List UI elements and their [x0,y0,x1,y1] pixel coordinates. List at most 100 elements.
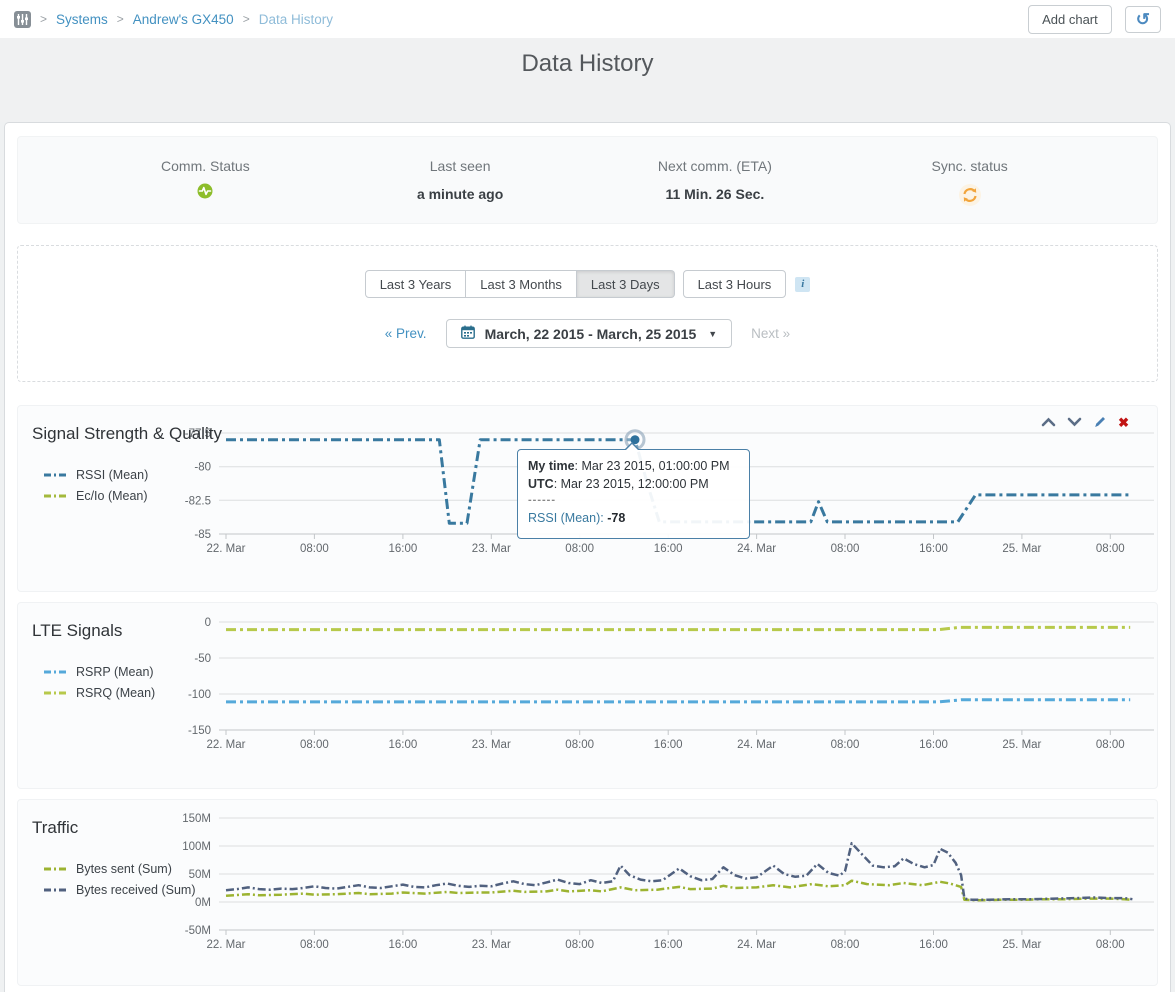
tab-last-3-years[interactable]: Last 3 Years [365,270,467,298]
tooltip-separator: ------ [528,493,739,509]
status-label: Last seen [333,158,588,174]
svg-text:-80: -80 [194,462,211,474]
chart-legend: RSSI (Mean) Ec/Io (Mean) [44,461,148,510]
info-icon[interactable]: i [795,277,810,292]
status-sync: Sync. status [842,137,1097,223]
svg-text:25. Mar: 25. Mar [1002,939,1041,951]
time-range-zone: Last 3 Years Last 3 Months Last 3 Days L… [17,245,1158,382]
svg-text:-100: -100 [188,689,211,701]
svg-text:08:00: 08:00 [565,543,594,555]
breadcrumb-systems[interactable]: Systems [56,12,108,27]
svg-text:23. Mar: 23. Mar [472,543,511,555]
status-value: 11 Min. 26 Sec. [588,186,843,202]
svg-text:24. Mar: 24. Mar [737,739,776,751]
status-value: a minute ago [333,186,588,202]
legend-item[interactable]: Ec/Io (Mean) [44,489,148,503]
date-range-label: March, 22 2015 - March, 25 2015 [485,326,697,342]
svg-text:22. Mar: 22. Mar [207,543,246,555]
status-last-seen: Last seen a minute ago [333,137,588,223]
status-comm: Comm. Status [78,137,333,223]
legend-item[interactable]: RSRP (Mean) [44,665,155,679]
svg-text:150M: 150M [182,813,211,825]
svg-text:08:00: 08:00 [565,939,594,951]
svg-text:24. Mar: 24. Mar [737,543,776,555]
calendar-icon [461,325,475,342]
next-link[interactable]: Next » [751,326,790,341]
svg-text:16:00: 16:00 [919,543,948,555]
legend-item[interactable]: Bytes received (Sum) [44,883,195,897]
legend-label: RSSI (Mean) [76,468,148,482]
svg-text:24. Mar: 24. Mar [737,939,776,951]
status-label: Next comm. (ETA) [588,158,843,174]
svg-text:08:00: 08:00 [1096,739,1125,751]
svg-text:08:00: 08:00 [300,739,329,751]
svg-text:100M: 100M [182,841,211,853]
svg-text:16:00: 16:00 [654,543,683,555]
undo-icon: ↺ [1136,10,1150,29]
chart-lte-signals: 0-50-100-15022. Mar08:0016:0023. Mar08:0… [17,602,1158,789]
move-chart-up-button[interactable] [1041,417,1056,427]
legend-item[interactable]: Bytes sent (Sum) [44,862,195,876]
svg-text:16:00: 16:00 [389,543,418,555]
chart-tooltip: My time: Mar 23 2015, 01:00:00 PM UTC: M… [517,449,750,539]
svg-text:-150: -150 [188,725,211,737]
svg-text:08:00: 08:00 [831,939,860,951]
svg-text:08:00: 08:00 [300,543,329,555]
legend-label: RSRP (Mean) [76,665,154,679]
header-band: Data History [0,38,1175,122]
breadcrumb-separator: > [40,12,47,26]
svg-text:16:00: 16:00 [654,939,683,951]
svg-text:0M: 0M [195,897,211,909]
delete-chart-button[interactable]: ✖ [1118,416,1129,429]
breadcrumb-current: Data History [259,12,333,27]
tab-last-3-months[interactable]: Last 3 Months [466,270,577,298]
edit-chart-button[interactable] [1093,415,1107,429]
svg-text:-82.5: -82.5 [185,495,211,507]
chart-title: LTE Signals [32,621,122,641]
svg-text:23. Mar: 23. Mar [472,739,511,751]
tooltip-utc-label: UTC [528,477,554,491]
sync-icon [958,183,982,212]
chart-title: Traffic [32,818,78,838]
svg-text:16:00: 16:00 [654,739,683,751]
chart-legend: RSRP (Mean) RSRQ (Mean) [44,658,155,707]
legend-item[interactable]: RSRQ (Mean) [44,686,155,700]
tab-last-3-days[interactable]: Last 3 Days [577,270,675,298]
svg-text:16:00: 16:00 [389,939,418,951]
legend-item[interactable]: RSSI (Mean) [44,468,148,482]
svg-text:0: 0 [205,617,211,629]
add-chart-button[interactable]: Add chart [1028,5,1112,34]
move-chart-down-button[interactable] [1067,417,1082,427]
svg-text:22. Mar: 22. Mar [207,939,246,951]
prev-link[interactable]: « Prev. [385,326,427,341]
chevron-down-icon: ▼ [708,329,717,339]
tooltip-mytime-label: My time [528,459,575,473]
svg-text:22. Mar: 22. Mar [207,739,246,751]
legend-label: Bytes sent (Sum) [76,862,172,876]
svg-text:08:00: 08:00 [831,543,860,555]
svg-text:-50M: -50M [185,925,211,937]
svg-text:25. Mar: 25. Mar [1002,739,1041,751]
home-icon[interactable] [14,11,31,28]
date-range-button[interactable]: March, 22 2015 - March, 25 2015 ▼ [446,319,733,348]
top-bar: > Systems > Andrew's GX450 > Data Histor… [0,0,1175,38]
breadcrumb-device[interactable]: Andrew's GX450 [133,12,234,27]
chart-plot-area[interactable]: 0-50-100-15022. Mar08:0016:0023. Mar08:0… [18,603,1163,788]
legend-label: Bytes received (Sum) [76,883,195,897]
svg-text:-85: -85 [194,529,211,541]
legend-label: RSRQ (Mean) [76,686,155,700]
svg-text:16:00: 16:00 [919,739,948,751]
legend-label: Ec/Io (Mean) [76,489,148,503]
tab-last-3-hours[interactable]: Last 3 Hours [683,270,787,298]
reset-button[interactable]: ↺ [1125,6,1161,33]
svg-text:08:00: 08:00 [831,739,860,751]
tooltip-mytime-value: : Mar 23 2015, 01:00:00 PM [575,459,730,473]
time-range-tabs: Last 3 Years Last 3 Months Last 3 Days L… [18,270,1157,298]
svg-text:08:00: 08:00 [300,939,329,951]
chart-controls: ✖ [1041,415,1129,429]
svg-text:25. Mar: 25. Mar [1002,543,1041,555]
content-container: Comm. Status Last seen a minute ago Next… [4,122,1171,992]
comm-pulse-icon [197,183,213,204]
chart-title: Signal Strength & Quality [32,424,222,444]
status-label: Comm. Status [78,158,333,174]
